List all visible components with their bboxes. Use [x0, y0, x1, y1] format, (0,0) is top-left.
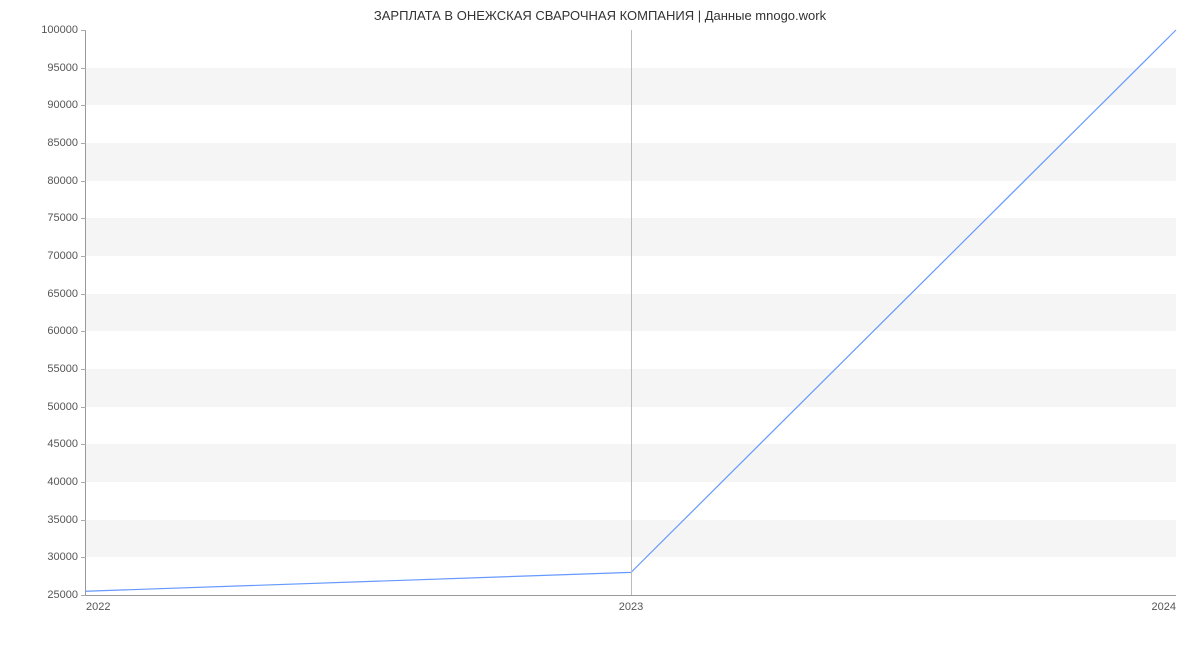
- y-axis-tick-label: 70000: [47, 250, 78, 262]
- x-axis-tick-label: 2023: [619, 601, 643, 613]
- y-axis-tick-label: 75000: [47, 212, 78, 224]
- y-axis-tick-mark: [81, 294, 86, 295]
- y-axis-tick-label: 80000: [47, 175, 78, 187]
- y-axis-tick-label: 45000: [47, 438, 78, 450]
- y-axis-tick-mark: [81, 369, 86, 370]
- y-axis-tick-mark: [81, 218, 86, 219]
- plot-area: 2500030000350004000045000500005500060000…: [85, 30, 1176, 596]
- y-axis-tick-mark: [81, 595, 86, 596]
- y-axis-tick-label: 50000: [47, 401, 78, 413]
- y-axis-tick-label: 90000: [47, 99, 78, 111]
- chart-title: ЗАРПЛАТА В ОНЕЖСКАЯ СВАРОЧНАЯ КОМПАНИЯ |…: [0, 8, 1200, 23]
- y-axis-tick-mark: [81, 143, 86, 144]
- y-axis-tick-label: 95000: [47, 62, 78, 74]
- y-axis-tick-mark: [81, 520, 86, 521]
- y-axis-tick-label: 60000: [47, 325, 78, 337]
- salary-line-chart: ЗАРПЛАТА В ОНЕЖСКАЯ СВАРОЧНАЯ КОМПАНИЯ |…: [0, 0, 1200, 650]
- y-axis-tick-mark: [81, 407, 86, 408]
- y-axis-tick-label: 55000: [47, 363, 78, 375]
- y-axis-tick-label: 85000: [47, 137, 78, 149]
- y-axis-tick-mark: [81, 256, 86, 257]
- y-axis-tick-mark: [81, 444, 86, 445]
- y-axis-tick-mark: [81, 30, 86, 31]
- y-axis-tick-label: 25000: [47, 589, 78, 601]
- y-axis-tick-mark: [81, 68, 86, 69]
- y-axis-tick-mark: [81, 557, 86, 558]
- x-axis-tick-label: 2022: [86, 601, 110, 613]
- y-axis-tick-label: 65000: [47, 288, 78, 300]
- y-axis-tick-label: 30000: [47, 551, 78, 563]
- x-axis-tick-label: 2024: [1152, 601, 1176, 613]
- y-axis-tick-mark: [81, 105, 86, 106]
- y-axis-tick-mark: [81, 181, 86, 182]
- y-axis-tick-mark: [81, 482, 86, 483]
- x-grid-line: [631, 30, 632, 595]
- y-axis-tick-label: 35000: [47, 514, 78, 526]
- y-axis-tick-label: 100000: [41, 24, 78, 36]
- y-axis-tick-mark: [81, 331, 86, 332]
- y-axis-tick-label: 40000: [47, 476, 78, 488]
